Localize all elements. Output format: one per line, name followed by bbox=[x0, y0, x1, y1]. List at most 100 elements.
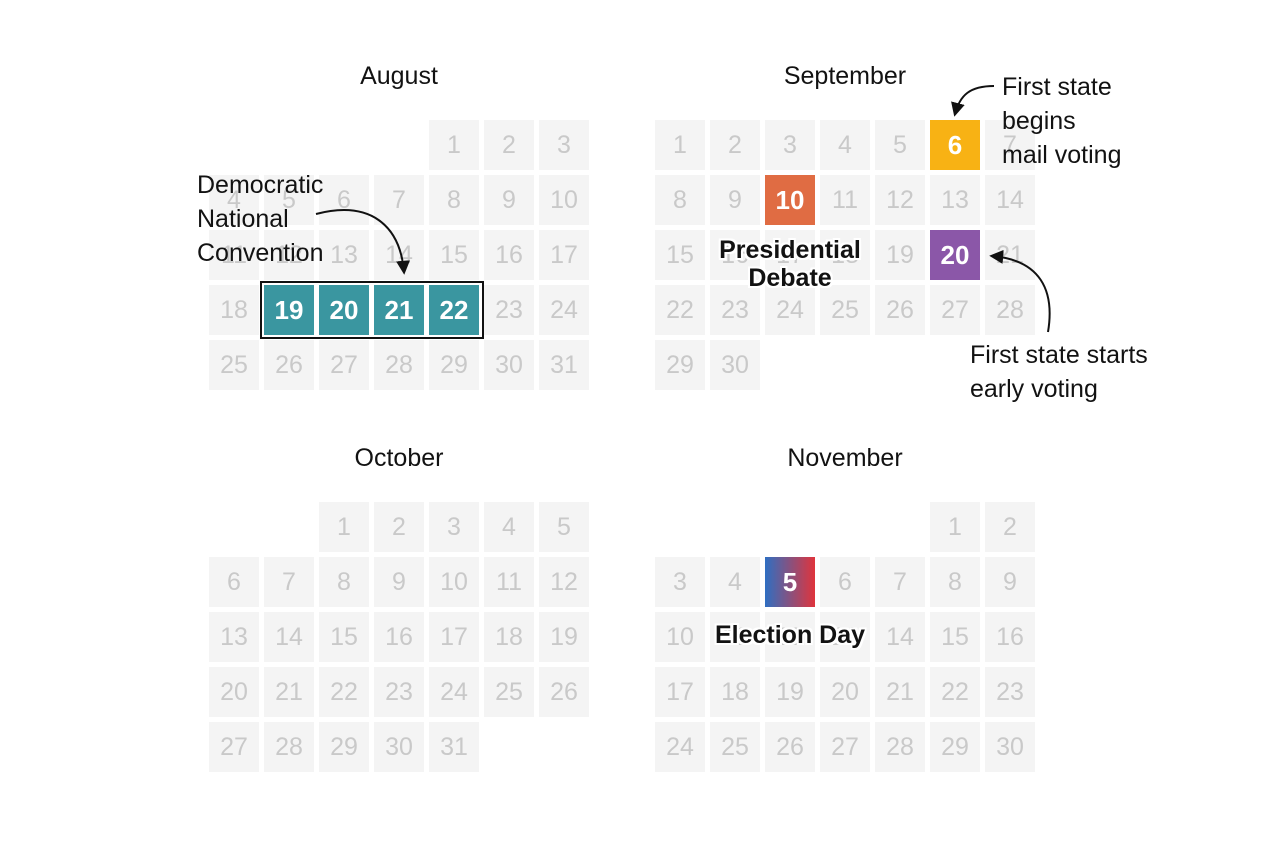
day-cell: 17 bbox=[539, 230, 589, 280]
day-cell: 18 bbox=[820, 230, 870, 280]
day-cell: 11 bbox=[710, 612, 760, 662]
month-title-october: October bbox=[354, 444, 444, 472]
day-cell: 21 bbox=[875, 667, 925, 717]
day-cell: 30 bbox=[710, 340, 760, 390]
day-cell: 13 bbox=[930, 175, 980, 225]
day-cell: 9 bbox=[484, 175, 534, 225]
day-cell: 24 bbox=[655, 722, 705, 772]
day-cell: 16 bbox=[985, 612, 1035, 662]
day-cell: 13 bbox=[820, 612, 870, 662]
day-cell: 8 bbox=[429, 175, 479, 225]
day-cell: 31 bbox=[429, 722, 479, 772]
day-cell: 15 bbox=[429, 230, 479, 280]
day-cell: 5 bbox=[875, 120, 925, 170]
day-cell: 10 bbox=[655, 612, 705, 662]
day-cell: 13 bbox=[319, 230, 369, 280]
day-cell: 11 bbox=[484, 557, 534, 607]
day-cell: 15 bbox=[655, 230, 705, 280]
day-cell: 16 bbox=[374, 612, 424, 662]
day-cell: 14 bbox=[875, 612, 925, 662]
day-cell-highlighted: 20 bbox=[930, 230, 980, 280]
day-cell: 12 bbox=[264, 230, 314, 280]
day-cell: 7 bbox=[875, 557, 925, 607]
day-cell: 9 bbox=[985, 557, 1035, 607]
election-day-label: Election Day bbox=[714, 621, 866, 649]
day-cell: 3 bbox=[655, 557, 705, 607]
day-cell: 22 bbox=[319, 667, 369, 717]
early-voting-label: First state starts early voting bbox=[970, 341, 1148, 403]
day-cell: 17 bbox=[765, 230, 815, 280]
day-cell: 4 bbox=[209, 175, 259, 225]
day-cell: 30 bbox=[484, 340, 534, 390]
day-cell: 30 bbox=[985, 722, 1035, 772]
day-cell: 8 bbox=[930, 557, 980, 607]
day-cell: 6 bbox=[209, 557, 259, 607]
day-cell: 17 bbox=[429, 612, 479, 662]
day-cell: 20 bbox=[820, 667, 870, 717]
mail-voting-label: First state begins mail voting bbox=[1002, 73, 1122, 169]
day-cell: 23 bbox=[484, 285, 534, 335]
day-cell: 21 bbox=[264, 667, 314, 717]
day-cell: 23 bbox=[985, 667, 1035, 717]
day-cell-highlighted: 20 bbox=[319, 285, 369, 335]
day-cell-highlighted: 22 bbox=[429, 285, 479, 335]
day-cell: 6 bbox=[820, 557, 870, 607]
day-cell: 27 bbox=[209, 722, 259, 772]
day-cell: 3 bbox=[539, 120, 589, 170]
day-cell: 26 bbox=[765, 722, 815, 772]
day-cell: 22 bbox=[930, 667, 980, 717]
day-cell: 13 bbox=[209, 612, 259, 662]
day-cell: 29 bbox=[930, 722, 980, 772]
day-cell: 1 bbox=[930, 502, 980, 552]
day-cell: 19 bbox=[875, 230, 925, 280]
day-cell: 29 bbox=[429, 340, 479, 390]
month-title-august: August bbox=[360, 62, 438, 90]
day-cell: 5 bbox=[539, 502, 589, 552]
day-cell-highlighted: 6 bbox=[930, 120, 980, 170]
month-title-november: November bbox=[787, 444, 903, 472]
day-cell: 11 bbox=[209, 230, 259, 280]
day-cell: 8 bbox=[655, 175, 705, 225]
month-title-september: September bbox=[783, 62, 907, 90]
day-cell-highlighted: 10 bbox=[765, 175, 815, 225]
day-cell: 24 bbox=[429, 667, 479, 717]
day-cell: 22 bbox=[655, 285, 705, 335]
day-cell: 4 bbox=[484, 502, 534, 552]
day-cell: 30 bbox=[374, 722, 424, 772]
day-cell: 28 bbox=[985, 285, 1035, 335]
day-cell: 20 bbox=[209, 667, 259, 717]
day-cell: 26 bbox=[539, 667, 589, 717]
day-cell: 2 bbox=[374, 502, 424, 552]
day-cell: 14 bbox=[985, 175, 1035, 225]
day-cell: 29 bbox=[655, 340, 705, 390]
day-cell: 25 bbox=[820, 285, 870, 335]
day-cell-highlighted: 21 bbox=[374, 285, 424, 335]
day-cell: 12 bbox=[765, 612, 815, 662]
day-cell: 12 bbox=[875, 175, 925, 225]
day-cell: 25 bbox=[710, 722, 760, 772]
day-cell: 7 bbox=[985, 120, 1035, 170]
day-cell: 31 bbox=[539, 340, 589, 390]
day-cell: 25 bbox=[209, 340, 259, 390]
day-cell: 16 bbox=[710, 230, 760, 280]
day-cell: 1 bbox=[655, 120, 705, 170]
day-cell: 23 bbox=[710, 285, 760, 335]
day-cell: 24 bbox=[539, 285, 589, 335]
day-cell: 19 bbox=[539, 612, 589, 662]
day-cell: 6 bbox=[319, 175, 369, 225]
day-cell: 27 bbox=[930, 285, 980, 335]
day-cell: 10 bbox=[539, 175, 589, 225]
dnc-label: Democratic National Convention bbox=[197, 171, 324, 267]
day-cell: 3 bbox=[429, 502, 479, 552]
day-cell: 4 bbox=[820, 120, 870, 170]
day-cell: 3 bbox=[765, 120, 815, 170]
day-cell: 17 bbox=[655, 667, 705, 717]
day-cell: 27 bbox=[820, 722, 870, 772]
day-cell: 26 bbox=[875, 285, 925, 335]
day-cell: 8 bbox=[319, 557, 369, 607]
day-cell: 21 bbox=[985, 230, 1035, 280]
day-cell-highlighted: 5 bbox=[765, 557, 815, 607]
day-cell: 15 bbox=[319, 612, 369, 662]
day-cell: 5 bbox=[264, 175, 314, 225]
day-cell: 28 bbox=[374, 340, 424, 390]
